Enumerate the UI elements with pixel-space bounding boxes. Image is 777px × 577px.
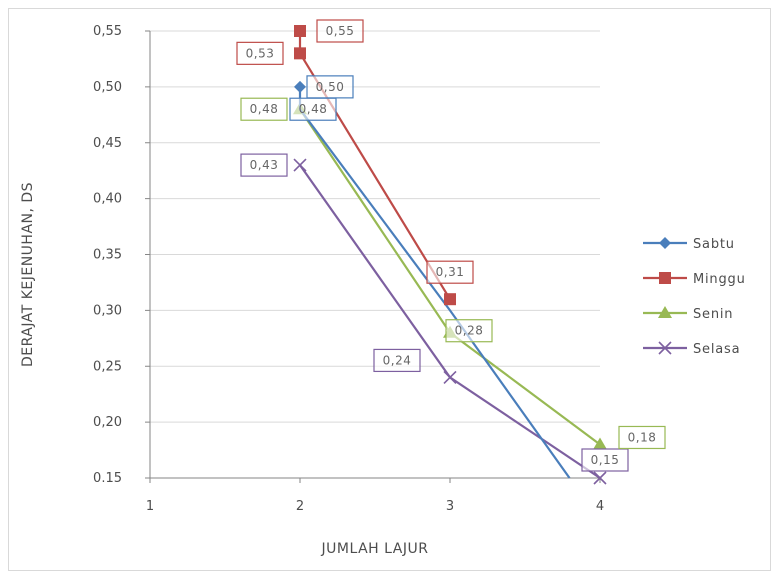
data-label-box-senin bbox=[240, 97, 288, 121]
y-tick-label: 0,50 bbox=[93, 80, 122, 95]
y-tick-label: 0,35 bbox=[93, 248, 122, 263]
data-label-minggu: 0,53 bbox=[246, 46, 275, 60]
data-label-sabtu: 0,50 bbox=[316, 80, 345, 94]
data-label-box-selasa bbox=[581, 448, 629, 472]
data-label-minggu: 0,31 bbox=[436, 265, 465, 279]
legend-label-minggu: Minggu bbox=[693, 272, 746, 287]
data-label-senin: 0,28 bbox=[455, 324, 484, 338]
y-tick-label: 0,20 bbox=[93, 415, 122, 430]
y-tick-label: 0,45 bbox=[93, 136, 122, 151]
data-label-box-selasa bbox=[373, 348, 421, 373]
legend-marker-sabtu bbox=[659, 237, 671, 249]
data-label-box-minggu bbox=[236, 41, 284, 65]
y-tick-label: 0,30 bbox=[93, 303, 122, 318]
legend: Sabtu Minggu Senin Selasa bbox=[643, 237, 746, 357]
data-label-box-sabtu bbox=[289, 97, 337, 121]
x-tick-label: 4 bbox=[596, 499, 604, 514]
point-senin bbox=[593, 437, 607, 450]
data-label-box-minggu bbox=[316, 19, 364, 43]
data-label-selasa: 0,15 bbox=[591, 453, 620, 467]
point-selasa bbox=[443, 370, 457, 384]
data-label-box-selasa bbox=[240, 153, 288, 177]
data-label-senin: 0,18 bbox=[628, 430, 657, 444]
legend-label-selasa: Selasa bbox=[693, 342, 740, 357]
y-tick-label: 0.15 bbox=[93, 471, 122, 486]
point-minggu bbox=[294, 47, 306, 60]
data-label-selasa: 0,24 bbox=[383, 353, 412, 367]
data-label-sabtu: 0,48 bbox=[299, 102, 328, 116]
x-tick-label: 2 bbox=[296, 499, 304, 514]
point-selasa bbox=[293, 158, 307, 172]
point-selasa bbox=[593, 471, 607, 485]
data-label-selasa: 0,43 bbox=[250, 158, 279, 172]
data-label-senin: 0,48 bbox=[250, 102, 279, 116]
x-tick-label: 1 bbox=[146, 499, 154, 514]
y-tick-label: 0,40 bbox=[93, 192, 122, 207]
data-label-minggu: 0,55 bbox=[326, 24, 355, 38]
point-minggu bbox=[294, 25, 306, 37]
chart-frame bbox=[8, 8, 771, 571]
series-line-minggu bbox=[298, 31, 451, 300]
axes: 0.15 0,20 0,25 0,30 0,35 0,40 0,45 0,50 0,55 1 2 3 4 bbox=[93, 24, 604, 514]
data-label-box-minggu bbox=[426, 260, 474, 284]
point-sabtu bbox=[294, 80, 306, 93]
legend-label-sabtu: Sabtu bbox=[693, 237, 735, 252]
data-labels: 0,43 0,24 0,15 0,48 0,28 0,18 0,50 0,48 0,55 0,53… bbox=[236, 19, 666, 472]
legend-label-senin: Senin bbox=[693, 307, 733, 322]
y-axis-title: DERAJAT KEJENUHAN, DS bbox=[20, 182, 36, 367]
x-tick-label: 3 bbox=[446, 499, 454, 514]
data-label-box-senin bbox=[445, 319, 493, 343]
gridlines bbox=[150, 30, 600, 479]
legend-marker-senin bbox=[658, 306, 672, 318]
data-label-box-senin bbox=[618, 425, 666, 450]
x-axis-title: JUMLAH LAJUR bbox=[321, 541, 429, 557]
legend-marker-minggu bbox=[659, 272, 671, 284]
y-tick-label: 0,55 bbox=[93, 24, 122, 39]
legend-marker-selasa bbox=[658, 341, 672, 355]
y-tick-label: 0,25 bbox=[93, 359, 122, 374]
point-minggu bbox=[444, 293, 456, 306]
